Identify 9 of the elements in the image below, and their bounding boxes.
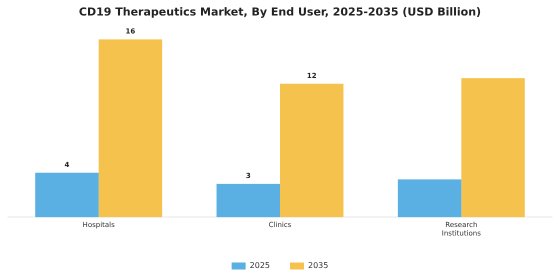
bar <box>216 184 280 218</box>
bar <box>35 172 99 218</box>
bar <box>280 84 344 218</box>
bar <box>398 179 462 218</box>
chart-title: CD19 Therapeutics Market, By End User, 2025-2035 (USD Billion) <box>78 5 482 18</box>
bar <box>98 39 162 218</box>
legend-label: 2035 <box>308 261 328 270</box>
legend-label: 2025 <box>250 261 270 270</box>
bar <box>461 78 525 218</box>
